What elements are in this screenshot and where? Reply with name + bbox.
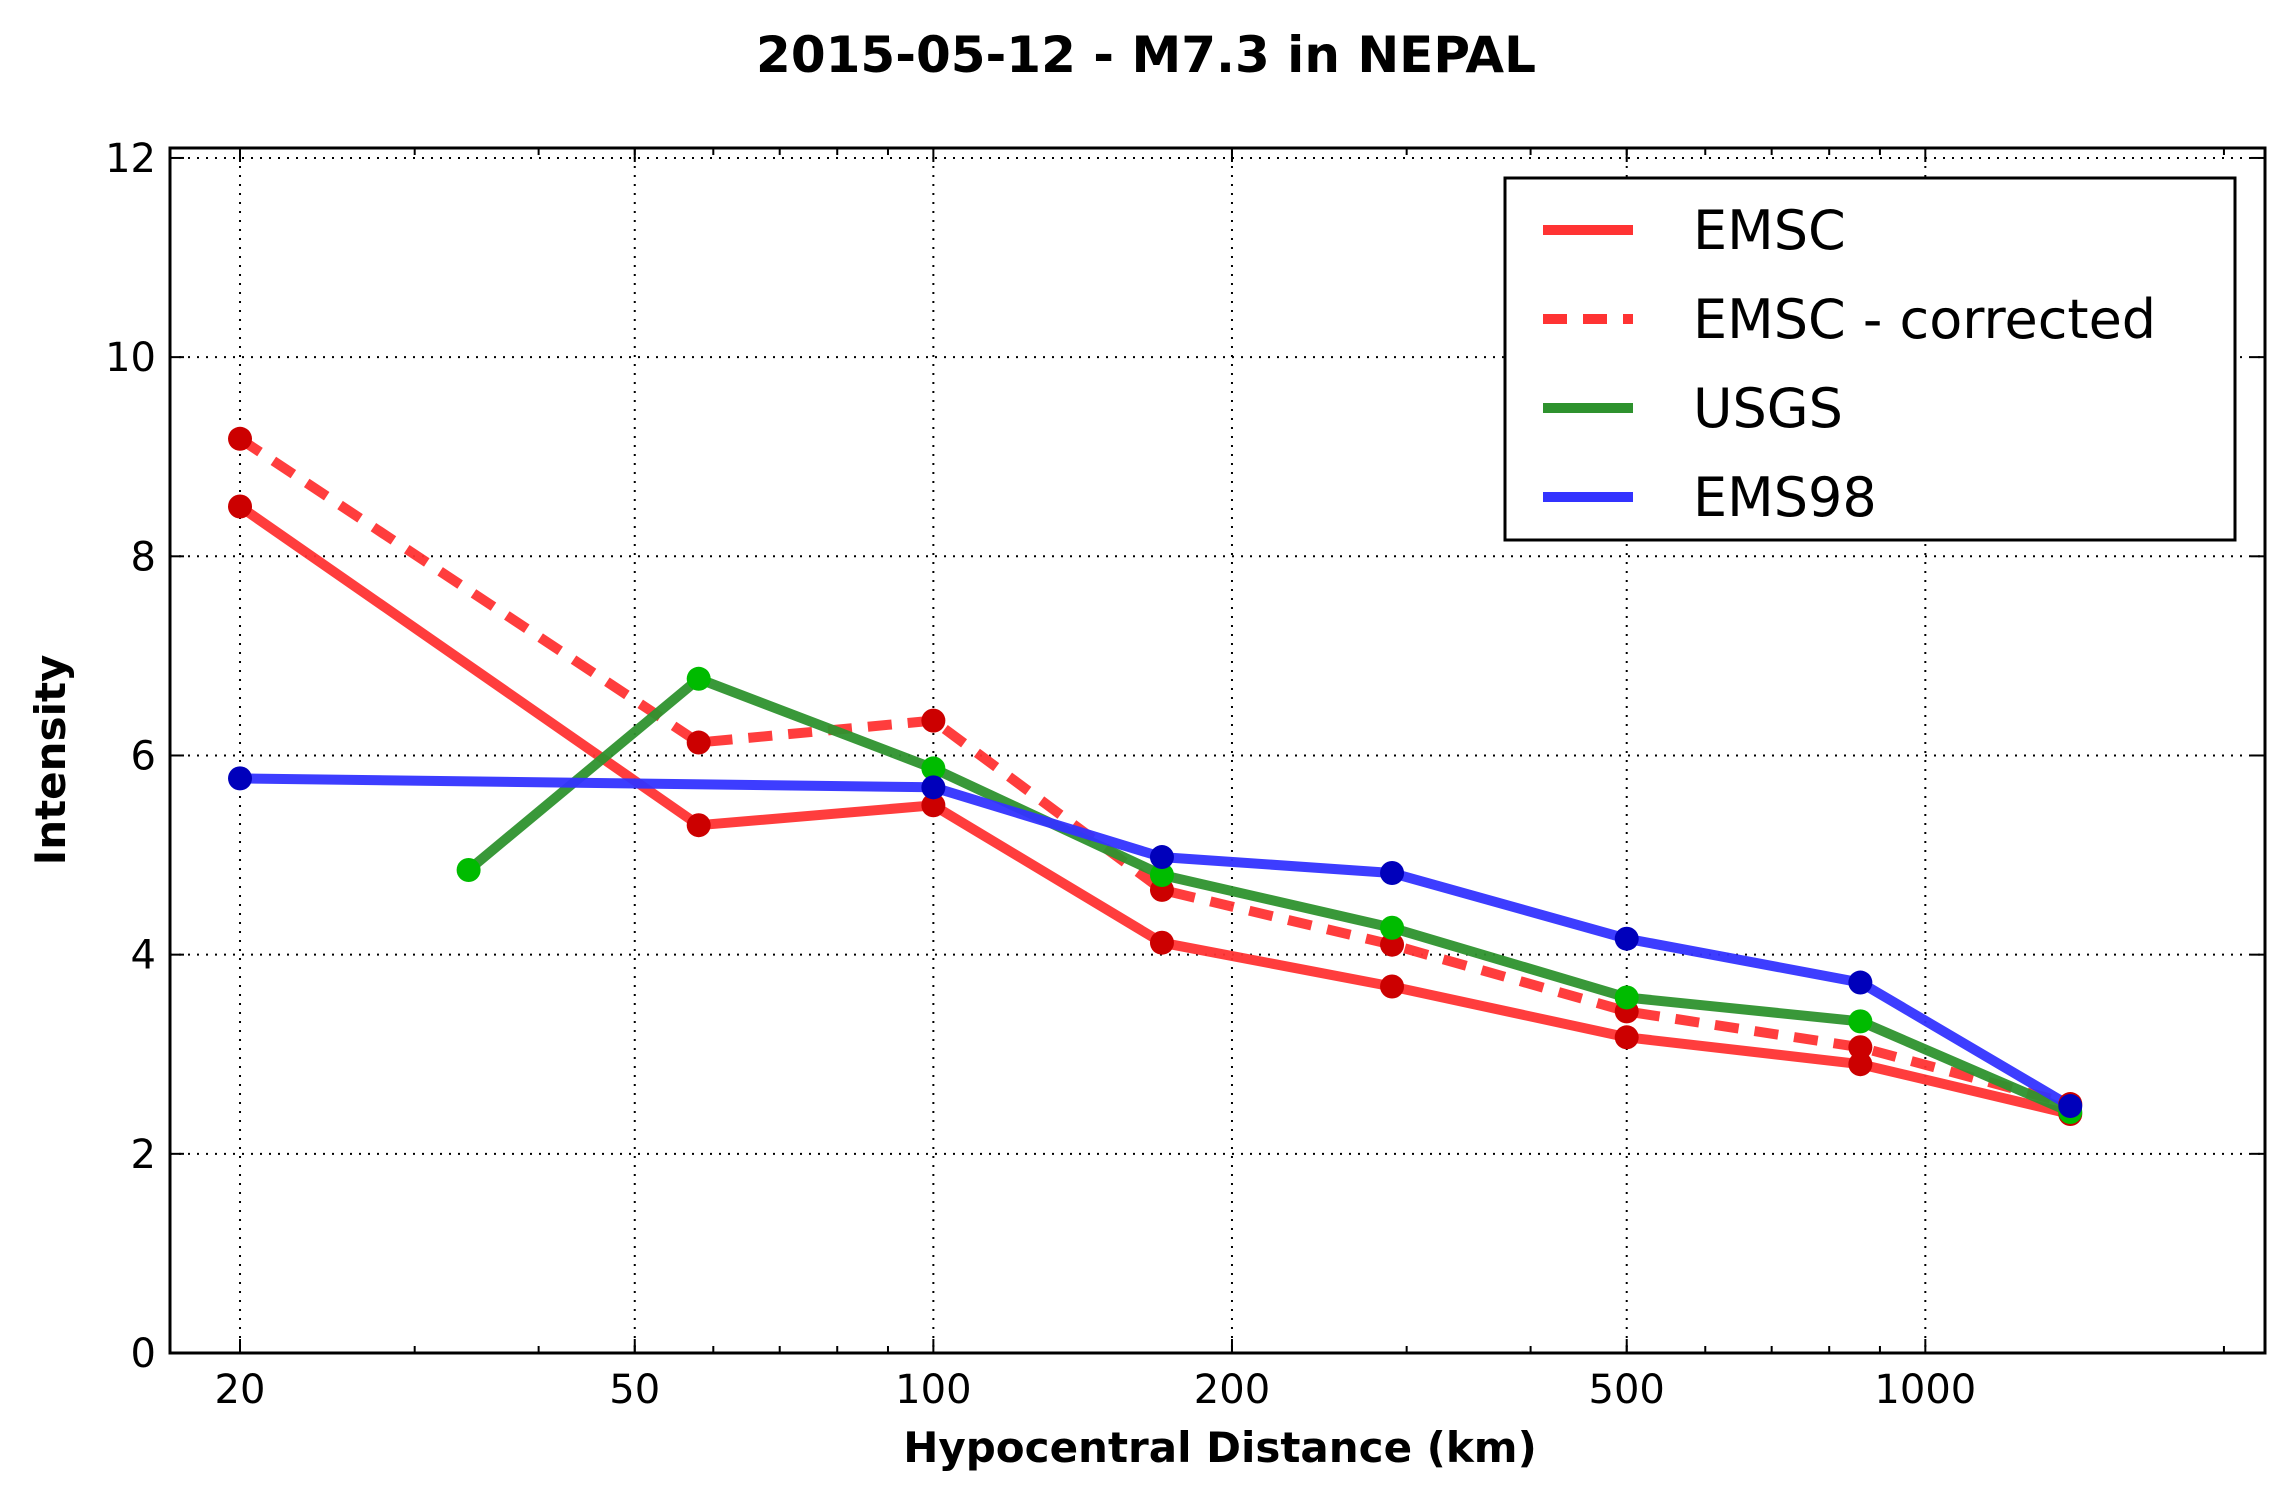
y-tick-label: 12 [105, 136, 156, 182]
axis-ticks: 0 2 4 6 8 10 12 20 50 100 200 500 1000 [105, 136, 2265, 1413]
legend: EMSC EMSC - corrected USGS EMS98 [1503, 176, 2237, 542]
y-tick-label: 6 [131, 733, 156, 779]
x-tick-label: 100 [895, 1367, 971, 1413]
plot-frame [168, 146, 2267, 1355]
series-point-1 [1380, 932, 1405, 957]
series-point-3 [1380, 860, 1405, 885]
series-point-1 [228, 426, 253, 451]
y-tick-label: 2 [131, 1132, 156, 1178]
series-point-2 [1149, 862, 1174, 887]
series-point-3 [1848, 970, 1873, 995]
series-point-3 [921, 775, 946, 800]
series-point-3 [2058, 1094, 2083, 1119]
series-point-2 [1614, 985, 1639, 1010]
y-tick-label: 8 [131, 534, 156, 580]
series-point-2 [456, 858, 481, 883]
legend-box [1503, 176, 2237, 542]
x-tick-label: 500 [1589, 1367, 1665, 1413]
series-point-1 [1848, 1035, 1873, 1060]
series-point-2 [921, 756, 946, 781]
series-point-0 [1380, 974, 1405, 999]
y-tick-label: 4 [131, 933, 156, 979]
series-point-3 [228, 766, 253, 791]
series-point-2 [1380, 915, 1405, 940]
series-point-0 [228, 494, 253, 519]
series-point-3 [1149, 845, 1174, 870]
series-point-3 [1614, 926, 1639, 951]
series-point-2 [1848, 1009, 1873, 1034]
x-tick-label: 50 [609, 1367, 660, 1413]
x-tick-label: 20 [215, 1367, 266, 1413]
x-tick-label: 200 [1194, 1367, 1270, 1413]
chart-title: 2015-05-12 - M7.3 in NEPAL [756, 26, 1536, 84]
series-point-1 [686, 730, 711, 755]
legend-label: EMSC [1693, 199, 1846, 262]
series-point-0 [921, 793, 946, 818]
y-axis-label: Intensity [26, 655, 75, 866]
x-axis-label: Hypocentral Distance (km) [903, 1423, 1537, 1472]
series-point-0 [1149, 930, 1174, 955]
series-line-2 [465, 673, 2073, 1117]
series-point-0 [686, 813, 711, 838]
series-layer [228, 426, 2083, 1126]
legend-label: USGS [1693, 377, 1843, 440]
series-line-0 [237, 502, 2072, 1119]
legend-label: EMS98 [1693, 466, 1877, 529]
series-point-0 [1614, 1025, 1639, 1050]
x-tick-label: 1000 [1874, 1367, 1976, 1413]
series-point-1 [921, 708, 946, 733]
series-point-0 [1848, 1052, 1873, 1077]
y-tick-label: 0 [131, 1331, 156, 1377]
series-point-2 [686, 666, 711, 691]
legend-label: EMSC - corrected [1693, 288, 2156, 351]
y-tick-label: 10 [105, 335, 156, 381]
